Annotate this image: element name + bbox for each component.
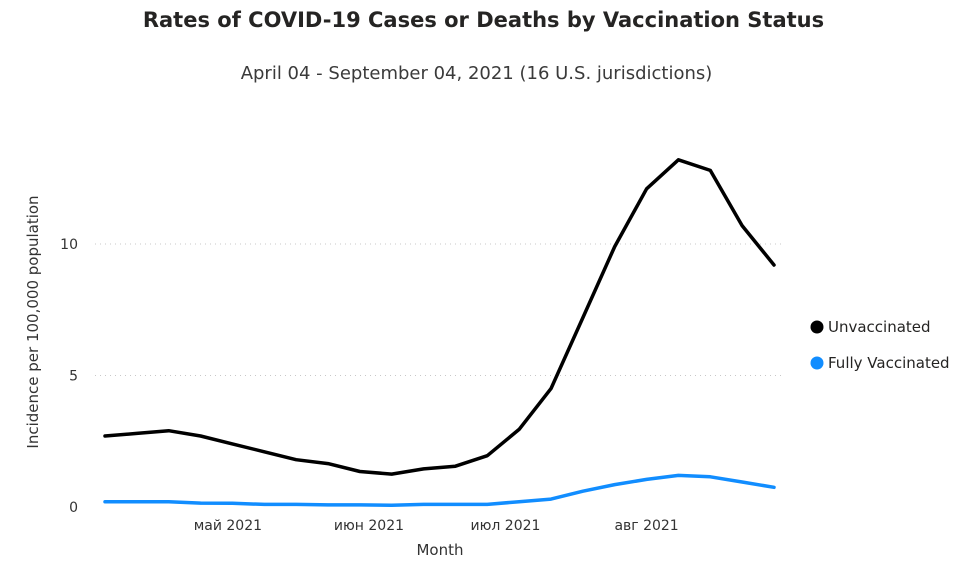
chart-title: Rates of COVID-19 Cases or Deaths by Vac… bbox=[142, 8, 825, 32]
y-axis-label: Incidence per 100,000 population bbox=[24, 195, 42, 448]
y-axis-ticks: 0 5 10 bbox=[60, 237, 78, 516]
x-tick-label: май 2021 bbox=[194, 518, 262, 534]
gridlines bbox=[95, 243, 785, 376]
series-lines bbox=[103, 158, 776, 507]
x-tick-label: июн 2021 bbox=[334, 518, 404, 534]
legend-label: Fully Vaccinated bbox=[828, 354, 950, 372]
legend-marker-fully-vaccinated bbox=[810, 356, 824, 370]
legend: Unvaccinated Fully Vaccinated bbox=[810, 318, 950, 372]
y-tick-label: 10 bbox=[60, 237, 78, 253]
y-tick-label: 5 bbox=[69, 369, 78, 385]
x-tick-label: июл 2021 bbox=[471, 518, 541, 534]
x-tick-label: авг 2021 bbox=[614, 518, 678, 534]
x-axis-ticks: май 2021 июн 2021 июл 2021 авг 2021 bbox=[194, 518, 679, 534]
y-tick-label: 0 bbox=[69, 500, 78, 516]
legend-label: Unvaccinated bbox=[828, 318, 931, 336]
series-line-unvaccinated bbox=[103, 158, 776, 476]
x-axis-label: Month bbox=[416, 541, 463, 559]
series-line-fully-vaccinated bbox=[103, 473, 776, 507]
legend-marker-unvaccinated bbox=[810, 320, 824, 334]
chart-subtitle: April 04 - September 04, 2021 (16 U.S. j… bbox=[240, 63, 713, 84]
